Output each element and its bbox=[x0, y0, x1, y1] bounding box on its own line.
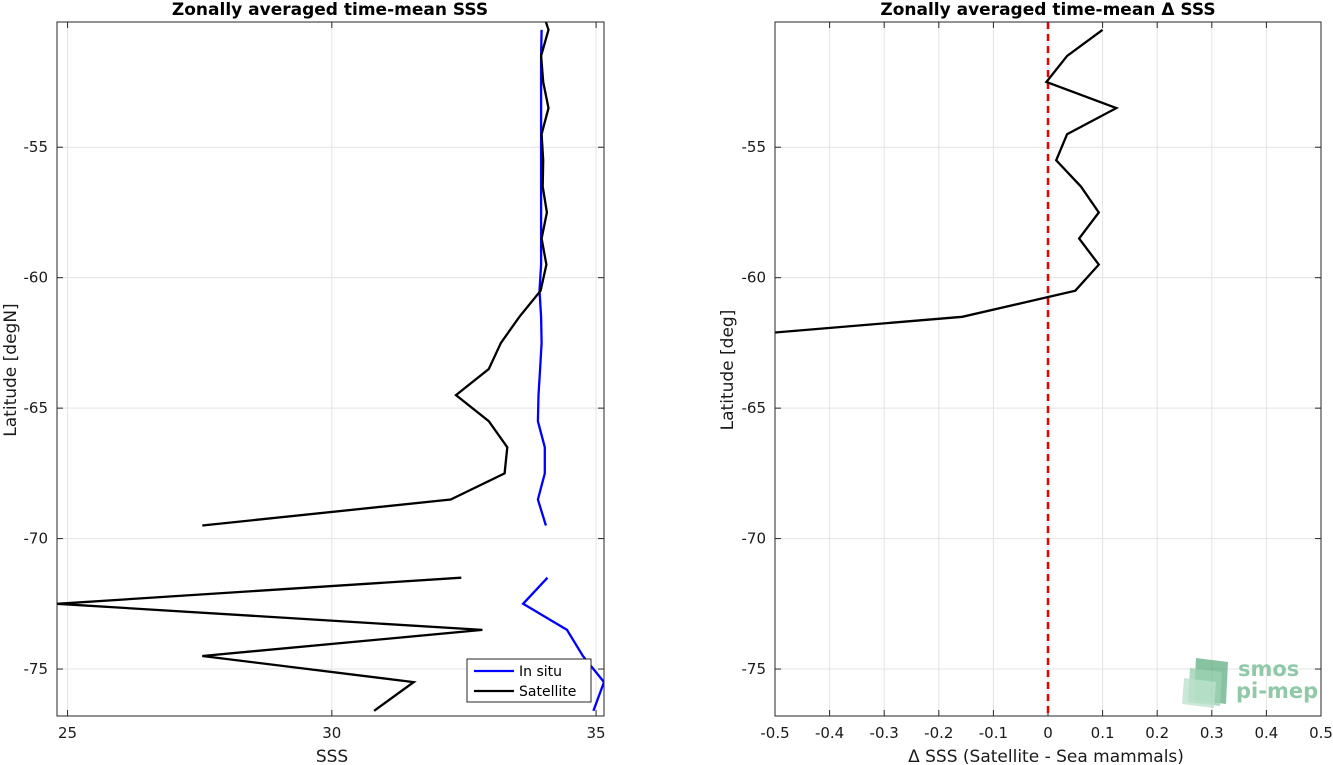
left-panel: Zonally averaged time-mean SSS SSS Latit… bbox=[1, 0, 488, 765]
axes-frame bbox=[774, 21, 1322, 717]
x-tick-label: 0 bbox=[1043, 724, 1053, 742]
right-panel: Zonally averaged time-mean Δ SSS Δ SSS (… bbox=[718, 0, 1216, 765]
smos-pi-mep-logo: smos pi-mep bbox=[1182, 657, 1318, 708]
series-line-satellite bbox=[202, 22, 550, 527]
x-tick-label: 0.2 bbox=[1145, 724, 1169, 742]
x-tick-label: -0.3 bbox=[870, 724, 899, 742]
right-chart-title: Zonally averaged time-mean Δ SSS bbox=[880, 0, 1215, 20]
x-tick-label: -0.4 bbox=[815, 724, 844, 742]
x-tick-label: -0.1 bbox=[979, 724, 1008, 742]
left-chart-title: Zonally averaged time-mean SSS bbox=[172, 0, 488, 20]
logo-layers-icon bbox=[1182, 658, 1228, 708]
x-tick-label: -0.5 bbox=[760, 724, 789, 742]
legend: In situ Satellite bbox=[466, 658, 592, 703]
y-tick-label: -75 bbox=[742, 660, 767, 678]
right-y-axis-label: Latitude [deg] bbox=[718, 310, 738, 431]
plot-area-0: 25 30 35 -75 -70 -65 -60 -55 bbox=[24, 21, 606, 742]
logo-text-line2: pi-mep bbox=[1236, 679, 1318, 703]
x-tick-label: 0.4 bbox=[1254, 724, 1278, 742]
legend-label-satellite: Satellite bbox=[519, 684, 576, 700]
left-y-axis-label: Latitude [degN] bbox=[1, 303, 21, 436]
legend-box bbox=[466, 658, 592, 703]
series-line-in-situ bbox=[521, 576, 604, 712]
x-tick-label: 30 bbox=[322, 724, 341, 742]
plot-area-1: -0.5 -0.4 -0.3 -0.2 -0.1 0 0.1 0.2 0.3 0.4 0.5 -75 -… bbox=[742, 21, 1333, 742]
axes-background bbox=[57, 22, 604, 716]
data-lines bbox=[57, 22, 604, 712]
y-tick-label: -65 bbox=[742, 399, 767, 417]
x-tick-label: 0.1 bbox=[1091, 724, 1115, 742]
y-tick-label: -55 bbox=[742, 138, 767, 156]
logo-text-line1: smos bbox=[1238, 657, 1299, 681]
y-tick-label: -70 bbox=[742, 530, 767, 548]
x-tick-label: 25 bbox=[58, 724, 77, 742]
x-tick-label: 0.3 bbox=[1200, 724, 1224, 742]
axes-frame bbox=[56, 21, 605, 717]
y-tick-label: -75 bbox=[24, 660, 49, 678]
y-tick-label: -55 bbox=[24, 138, 49, 156]
x-tick-label: 35 bbox=[587, 724, 606, 742]
y-tick-label: -70 bbox=[24, 530, 49, 548]
left-x-axis-label: SSS bbox=[316, 747, 348, 765]
y-tick-label: -65 bbox=[24, 399, 49, 417]
y-tick-label: -60 bbox=[742, 269, 767, 287]
data-lines bbox=[775, 22, 1120, 716]
series-line-in-situ bbox=[536, 29, 547, 526]
series-line-satellite bbox=[57, 576, 483, 712]
right-x-axis-label: Δ SSS (Satellite - Sea mammals) bbox=[908, 747, 1184, 765]
x-tick-label: 0.5 bbox=[1309, 724, 1333, 742]
legend-label-in-situ: In situ bbox=[519, 664, 562, 680]
series-line-delta-sss bbox=[775, 28, 1120, 334]
y-tick-label: -60 bbox=[24, 269, 49, 287]
x-tick-label: -0.2 bbox=[924, 724, 953, 742]
